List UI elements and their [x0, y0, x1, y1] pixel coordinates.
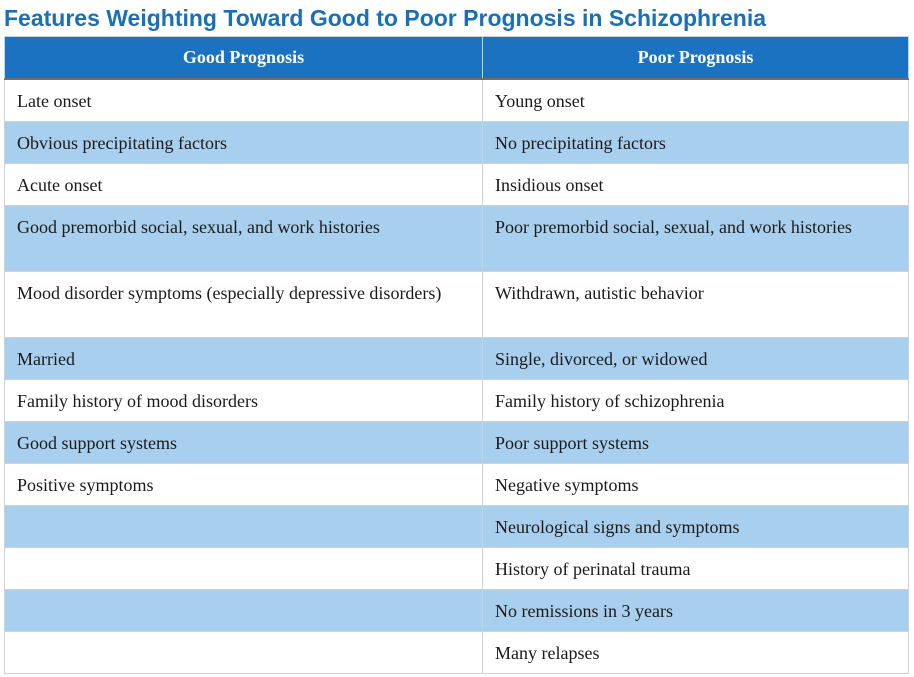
good-prognosis-cell: [4, 589, 483, 632]
good-prognosis-cell: [4, 547, 483, 590]
poor-prognosis-cell: Insidious onset: [482, 163, 909, 206]
table-row: Neurological signs and symptoms: [4, 505, 909, 548]
good-prognosis-cell: Mood disorder symptoms (especially depre…: [4, 271, 483, 338]
good-prognosis-cell: Married: [4, 337, 483, 380]
good-prognosis-cell: [4, 505, 483, 548]
table-row: Mood disorder symptoms (especially depre…: [4, 271, 909, 338]
table-row: Positive symptoms Negative symptoms: [4, 463, 909, 506]
poor-prognosis-cell: Single, divorced, or widowed: [482, 337, 909, 380]
poor-prognosis-cell: Family history of schizophrenia: [482, 379, 909, 422]
table-header-row: Good Prognosis Poor Prognosis: [4, 36, 909, 80]
poor-prognosis-cell: History of perinatal trauma: [482, 547, 909, 590]
poor-prognosis-cell: Many relapses: [482, 631, 909, 674]
poor-prognosis-cell: Neurological signs and symptoms: [482, 505, 909, 548]
good-prognosis-cell: Good support systems: [4, 421, 483, 464]
table-row: No remissions in 3 years: [4, 589, 909, 632]
table-row: Acute onset Insidious onset: [4, 163, 909, 206]
prognosis-table-container: Good Prognosis Poor Prognosis Late onset…: [4, 36, 909, 674]
header-poor-prognosis: Poor Prognosis: [482, 36, 909, 80]
good-prognosis-cell: [4, 631, 483, 674]
poor-prognosis-cell: Young onset: [482, 78, 909, 122]
good-prognosis-cell: Positive symptoms: [4, 463, 483, 506]
poor-prognosis-cell: Poor premorbid social, sexual, and work …: [482, 205, 909, 272]
good-prognosis-cell: Family history of mood disorders: [4, 379, 483, 422]
poor-prognosis-cell: No remissions in 3 years: [482, 589, 909, 632]
table-row: Married Single, divorced, or widowed: [4, 337, 909, 380]
good-prognosis-cell: Late onset: [4, 78, 483, 122]
table-row: History of perinatal trauma: [4, 547, 909, 590]
table-row: Family history of mood disorders Family …: [4, 379, 909, 422]
prognosis-table: Good Prognosis Poor Prognosis Late onset…: [4, 36, 909, 674]
poor-prognosis-cell: Poor support systems: [482, 421, 909, 464]
page-title: Features Weighting Toward Good to Poor P…: [4, 5, 767, 31]
table-row: Good premorbid social, sexual, and work …: [4, 205, 909, 272]
good-prognosis-cell: Obvious precipitating factors: [4, 121, 483, 164]
header-good-prognosis: Good Prognosis: [4, 36, 483, 80]
poor-prognosis-cell: Withdrawn, autistic behavior: [482, 271, 909, 338]
table-row: Late onset Young onset: [4, 78, 909, 122]
table-row: Good support systems Poor support system…: [4, 421, 909, 464]
good-prognosis-cell: Acute onset: [4, 163, 483, 206]
poor-prognosis-cell: Negative symptoms: [482, 463, 909, 506]
poor-prognosis-cell: No precipitating factors: [482, 121, 909, 164]
table-row: Obvious precipitating factors No precipi…: [4, 121, 909, 164]
good-prognosis-cell: Good premorbid social, sexual, and work …: [4, 205, 483, 272]
table-row: Many relapses: [4, 631, 909, 674]
